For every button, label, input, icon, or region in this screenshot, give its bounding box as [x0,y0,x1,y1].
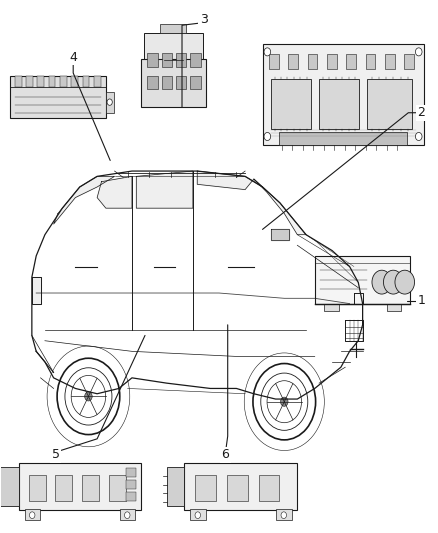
Text: 1: 1 [417,294,425,308]
FancyBboxPatch shape [262,44,424,144]
Polygon shape [136,171,193,208]
Text: 4: 4 [69,51,77,63]
Bar [385,54,395,69]
Bar [0,467,19,506]
Bar [307,54,317,69]
Circle shape [264,48,271,56]
Bar [126,492,136,501]
Circle shape [280,397,288,406]
Bar [147,53,158,67]
Bar [288,54,298,69]
Bar [176,53,186,67]
FancyBboxPatch shape [315,256,410,304]
Bar [71,76,78,87]
Bar [190,53,201,67]
Circle shape [107,99,112,106]
Bar [26,76,33,87]
Bar [38,76,44,87]
FancyBboxPatch shape [144,33,203,59]
Circle shape [281,512,286,519]
Circle shape [124,512,130,519]
Polygon shape [354,293,363,304]
FancyBboxPatch shape [19,463,141,511]
Bar [60,76,67,87]
Bar [387,304,401,311]
Bar [162,53,172,67]
Bar [160,25,186,33]
Bar [109,474,126,501]
Bar [126,480,136,489]
Circle shape [415,133,422,141]
Bar [259,474,279,501]
Bar [126,469,136,477]
Bar [167,467,184,506]
Bar [319,79,359,130]
Circle shape [195,512,201,519]
Bar [28,474,46,501]
Circle shape [384,270,403,294]
Polygon shape [254,179,306,235]
Circle shape [29,512,35,519]
Bar [120,510,134,520]
Polygon shape [32,277,41,304]
FancyBboxPatch shape [184,463,297,511]
Text: 2: 2 [417,106,425,119]
Bar [190,76,201,89]
Bar [195,474,216,501]
Bar [82,474,99,501]
Polygon shape [53,176,115,224]
Bar [55,474,72,501]
FancyBboxPatch shape [10,76,106,118]
Bar [276,510,292,520]
Bar [279,133,407,144]
Polygon shape [97,176,132,208]
Bar [269,54,279,69]
Bar [162,76,172,89]
Bar [176,76,186,89]
Bar [327,54,336,69]
Text: 6: 6 [222,448,230,461]
Circle shape [85,392,92,401]
Bar [49,76,56,87]
Bar [147,76,158,89]
Circle shape [395,270,414,294]
Bar [94,76,101,87]
FancyBboxPatch shape [141,59,206,108]
Bar [25,510,39,520]
Polygon shape [197,171,262,190]
Bar [190,510,206,520]
Bar [227,474,247,501]
Circle shape [415,48,422,56]
Bar [324,304,339,311]
Bar [346,54,356,69]
Text: 3: 3 [200,13,208,27]
Bar [15,76,21,87]
Circle shape [372,270,392,294]
Bar [367,79,412,130]
Circle shape [264,133,271,141]
Bar [366,54,375,69]
Polygon shape [271,229,289,240]
Bar [404,54,414,69]
Bar [271,79,311,130]
Bar [83,76,89,87]
Text: 5: 5 [52,448,60,461]
Bar [106,92,113,113]
